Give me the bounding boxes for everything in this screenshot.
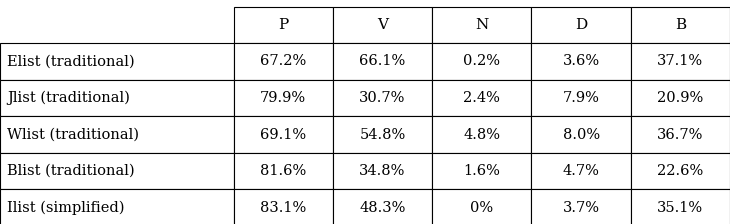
Bar bbox=[234, 7, 333, 43]
Text: 8.0%: 8.0% bbox=[563, 127, 599, 142]
Text: 7.9%: 7.9% bbox=[563, 91, 599, 105]
Text: 35.1%: 35.1% bbox=[657, 200, 704, 215]
Bar bbox=[0, 80, 234, 116]
Bar bbox=[0, 43, 234, 80]
Bar bbox=[531, 116, 631, 153]
Text: 83.1%: 83.1% bbox=[260, 200, 307, 215]
Bar bbox=[531, 43, 631, 80]
Text: 3.7%: 3.7% bbox=[563, 200, 599, 215]
Text: B: B bbox=[675, 18, 686, 32]
Bar bbox=[432, 116, 531, 153]
Bar bbox=[333, 189, 432, 224]
Text: Blist (traditional): Blist (traditional) bbox=[7, 164, 135, 178]
Bar bbox=[531, 153, 631, 189]
Bar bbox=[0, 153, 234, 189]
Bar bbox=[631, 7, 730, 43]
Text: N: N bbox=[475, 18, 488, 32]
Bar bbox=[631, 189, 730, 224]
Bar bbox=[432, 189, 531, 224]
Bar bbox=[234, 189, 333, 224]
Text: 69.1%: 69.1% bbox=[260, 127, 307, 142]
Bar bbox=[631, 43, 730, 80]
Text: 37.1%: 37.1% bbox=[657, 54, 704, 69]
Bar bbox=[234, 153, 333, 189]
Bar bbox=[333, 153, 432, 189]
Text: Ilist (simplified): Ilist (simplified) bbox=[7, 200, 125, 215]
Text: 36.7%: 36.7% bbox=[657, 127, 704, 142]
Bar bbox=[333, 80, 432, 116]
Bar bbox=[531, 80, 631, 116]
Text: 20.9%: 20.9% bbox=[657, 91, 704, 105]
Text: 34.8%: 34.8% bbox=[359, 164, 406, 178]
Text: V: V bbox=[377, 18, 388, 32]
Bar bbox=[333, 43, 432, 80]
Text: D: D bbox=[575, 18, 587, 32]
Bar bbox=[333, 7, 432, 43]
Text: Elist (traditional): Elist (traditional) bbox=[7, 54, 135, 69]
Bar bbox=[631, 80, 730, 116]
Text: 22.6%: 22.6% bbox=[657, 164, 704, 178]
Text: 3.6%: 3.6% bbox=[563, 54, 599, 69]
Text: 79.9%: 79.9% bbox=[260, 91, 307, 105]
Bar bbox=[234, 43, 333, 80]
Bar bbox=[333, 116, 432, 153]
Bar bbox=[531, 7, 631, 43]
Text: 66.1%: 66.1% bbox=[359, 54, 406, 69]
Text: 54.8%: 54.8% bbox=[359, 127, 406, 142]
Bar bbox=[432, 7, 531, 43]
Bar bbox=[531, 189, 631, 224]
Text: 67.2%: 67.2% bbox=[260, 54, 307, 69]
Text: 2.4%: 2.4% bbox=[464, 91, 500, 105]
Bar bbox=[432, 153, 531, 189]
Text: 81.6%: 81.6% bbox=[260, 164, 307, 178]
Bar bbox=[432, 43, 531, 80]
Text: 48.3%: 48.3% bbox=[359, 200, 406, 215]
Bar bbox=[234, 116, 333, 153]
Text: 0%: 0% bbox=[470, 200, 493, 215]
Bar bbox=[432, 80, 531, 116]
Bar bbox=[0, 189, 234, 224]
Bar bbox=[0, 116, 234, 153]
Bar bbox=[631, 116, 730, 153]
Text: Jlist (traditional): Jlist (traditional) bbox=[7, 91, 130, 105]
Text: 30.7%: 30.7% bbox=[359, 91, 406, 105]
Text: 4.8%: 4.8% bbox=[464, 127, 500, 142]
Bar bbox=[631, 153, 730, 189]
Bar bbox=[234, 80, 333, 116]
Text: 4.7%: 4.7% bbox=[563, 164, 599, 178]
Text: P: P bbox=[278, 18, 288, 32]
Text: 0.2%: 0.2% bbox=[464, 54, 500, 69]
Text: Wlist (traditional): Wlist (traditional) bbox=[7, 127, 139, 142]
Text: 1.6%: 1.6% bbox=[464, 164, 500, 178]
